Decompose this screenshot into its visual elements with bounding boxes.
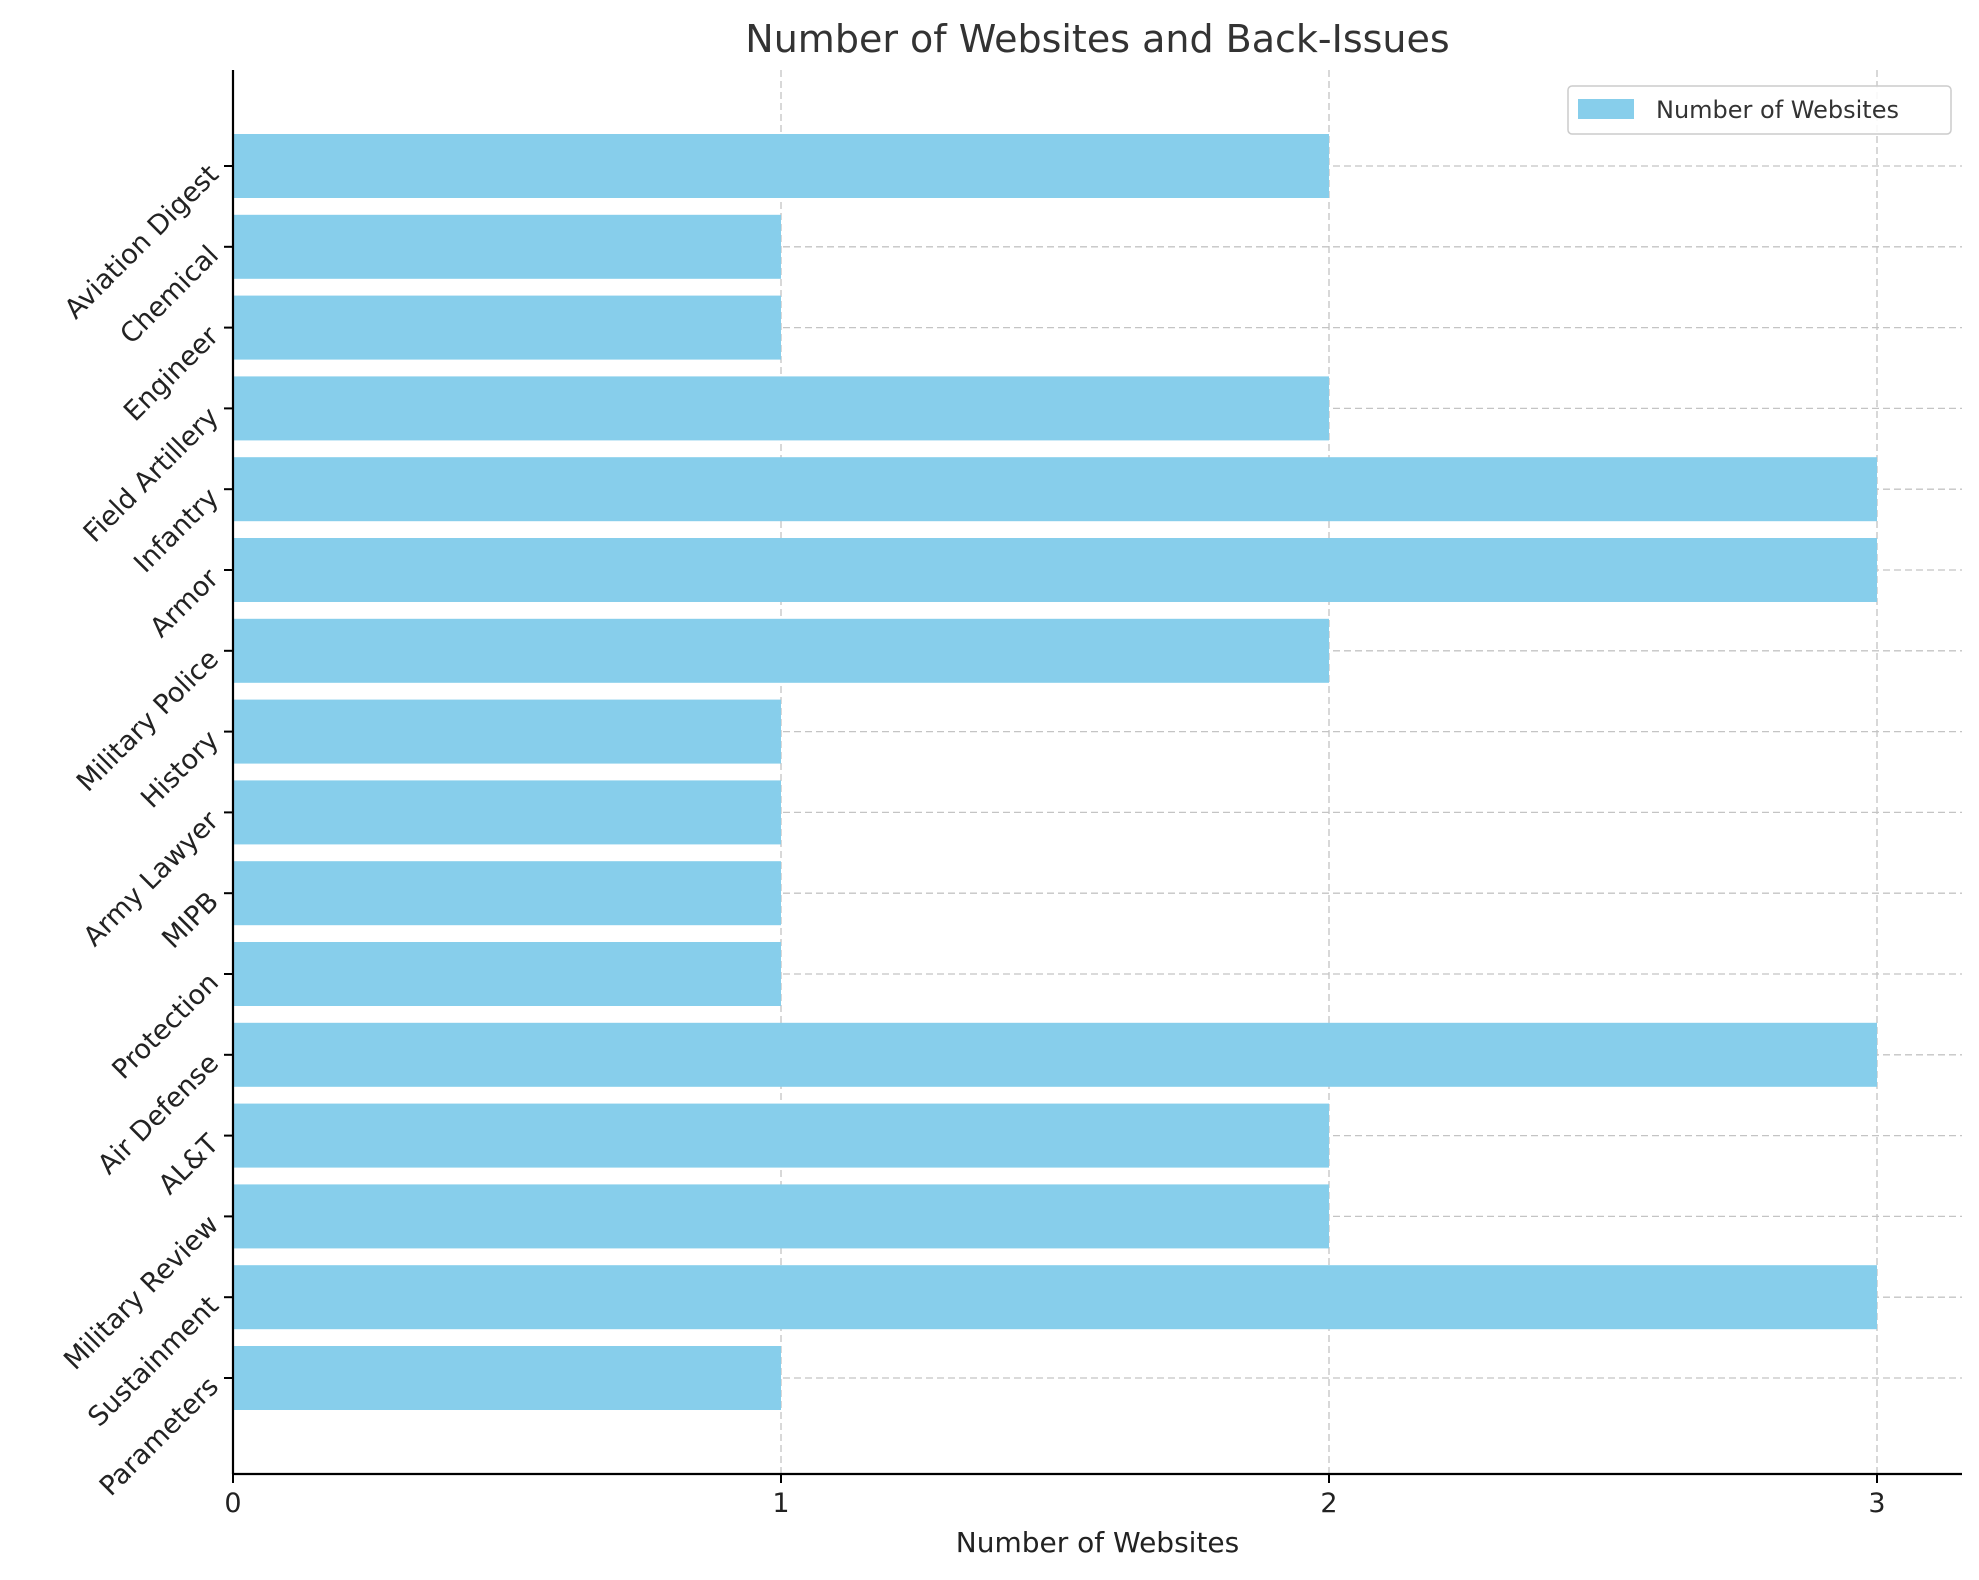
bar bbox=[233, 942, 781, 1006]
bar bbox=[233, 376, 1329, 441]
x-axis-ticks: 0 1 2 3 bbox=[224, 1474, 1886, 1519]
legend-frame bbox=[1567, 85, 1952, 135]
bar bbox=[233, 214, 781, 279]
y-tick-label: Army Lawyer bbox=[78, 805, 226, 953]
x-tick-label: 0 bbox=[224, 1488, 241, 1519]
bar bbox=[233, 618, 1329, 683]
bar bbox=[233, 134, 1329, 198]
bar bbox=[233, 457, 1877, 522]
bar bbox=[233, 861, 781, 926]
y-tick-label: Field Artillery bbox=[78, 401, 225, 548]
axes bbox=[231, 70, 1962, 1476]
bar bbox=[233, 1103, 1329, 1168]
bars bbox=[233, 134, 1877, 1410]
bar bbox=[233, 1265, 1877, 1330]
y-tick-label: MIPB bbox=[156, 886, 225, 955]
x-tick-label: 3 bbox=[1868, 1488, 1885, 1519]
x-tick-label: 2 bbox=[1320, 1488, 1337, 1519]
y-tick-label: Armor bbox=[144, 562, 225, 643]
x-axis-label: Number of Websites bbox=[956, 1526, 1239, 1559]
chart-title: Number of Websites and Back-Issues bbox=[745, 17, 1449, 61]
legend-label: Number of Websites bbox=[1656, 96, 1899, 124]
grid-lines bbox=[233, 70, 1962, 1474]
bar bbox=[233, 1346, 781, 1410]
x-tick-label: 1 bbox=[772, 1488, 789, 1519]
bar bbox=[233, 780, 781, 845]
bar bbox=[233, 699, 781, 764]
bar bbox=[233, 295, 781, 360]
legend: Number of Websites bbox=[1567, 85, 1952, 135]
y-tick-label: AL&T bbox=[153, 1128, 226, 1201]
bar bbox=[233, 1022, 1877, 1087]
bar bbox=[233, 538, 1877, 602]
y-tick-label: Military Police bbox=[71, 644, 225, 798]
bar bbox=[233, 1184, 1329, 1249]
legend-swatch bbox=[1578, 99, 1634, 119]
